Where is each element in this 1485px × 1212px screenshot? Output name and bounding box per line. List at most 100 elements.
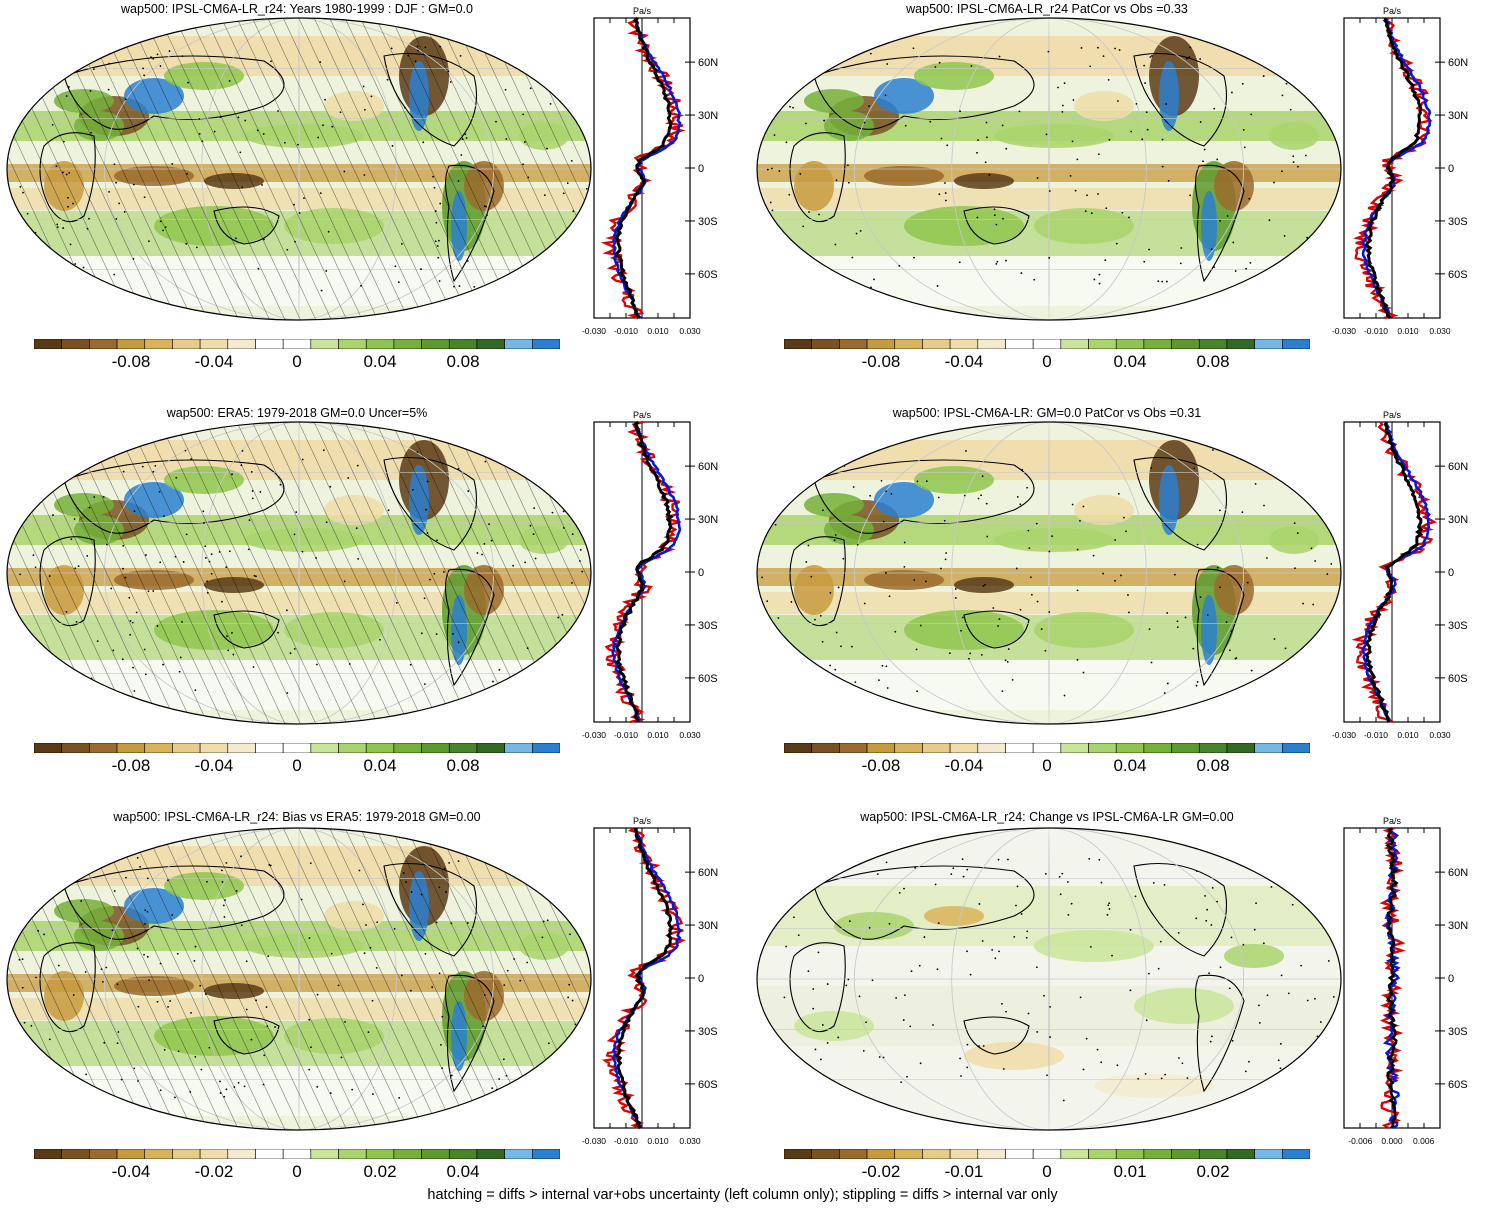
stipple-dot	[923, 936, 926, 938]
stipple-dot	[8, 486, 11, 489]
stipple-dot	[108, 62, 111, 65]
stipple-dot	[542, 920, 545, 923]
zonal-xtick-label: 0.010	[647, 730, 669, 740]
stipple-dot	[92, 68, 95, 71]
stipple-dot	[934, 66, 937, 68]
zonal-series-line	[1361, 421, 1431, 723]
stipple-dot	[1296, 532, 1299, 535]
stipple-dot	[370, 95, 373, 98]
stipple-dot	[980, 494, 983, 497]
zonal-ytick-label: 60S	[698, 1079, 718, 1091]
stipple-dot	[316, 1086, 319, 1088]
stipple-dot	[863, 602, 866, 605]
stipple-dot	[1149, 56, 1152, 58]
stipple-dot	[62, 140, 65, 143]
stipple-dot	[1216, 566, 1219, 569]
colorbar-box	[922, 1149, 951, 1159]
stipple-dot	[301, 550, 304, 553]
stipple-dot	[174, 1096, 176, 1099]
zonal-xtick-label: -0.010	[1364, 326, 1388, 336]
stipple-dot	[1279, 1042, 1282, 1045]
stipple-dot	[395, 602, 398, 604]
stipple-dot	[1069, 174, 1072, 177]
stipple-dot	[1228, 649, 1231, 652]
stipple-dot	[1147, 972, 1150, 975]
stipple-dot	[1312, 603, 1315, 606]
panel-title-p5: wap500: IPSL-CM6A-LR_r24: Bias vs ERA5: …	[113, 810, 481, 824]
stipple-dot	[202, 510, 205, 513]
stipple-dot	[387, 509, 390, 512]
stipple-dot	[792, 106, 794, 109]
colorbar-labels-p6: -0.02 -0.01 0 0.01 0.02	[784, 1162, 1310, 1184]
stipple-dot	[137, 1005, 140, 1008]
colorbar-box	[89, 743, 118, 753]
stipple-dot	[1234, 270, 1237, 272]
coastline	[789, 536, 846, 627]
stipple-dot	[797, 934, 800, 937]
stipple-dot	[549, 103, 552, 105]
stipple-dot	[310, 1046, 312, 1049]
stipple-dot	[838, 684, 841, 686]
field-anomaly	[864, 166, 944, 186]
stipple-dot	[1213, 107, 1216, 110]
stipple-dot	[798, 1069, 801, 1072]
zonal-series-line	[1364, 421, 1424, 723]
stipple-dot	[15, 489, 18, 492]
stipple-dot	[551, 79, 554, 81]
panel-title-p6: wap500: IPSL-CM6A-LR_r24: Change vs IPSL…	[860, 810, 1234, 824]
colorbar-box	[811, 1149, 840, 1159]
field-anomaly	[924, 906, 984, 926]
stipple-dot	[821, 509, 824, 512]
stipple-dot	[1210, 924, 1213, 926]
stipple-dot	[365, 924, 367, 926]
stipple-dot	[447, 70, 450, 73]
stipple-dot	[1026, 486, 1028, 489]
stipple-dot	[193, 960, 196, 962]
stipple-dot	[72, 202, 74, 205]
colorbar-box	[1171, 339, 1200, 349]
stipple-dot	[1021, 468, 1024, 471]
stipple-dot	[424, 46, 427, 49]
stipple-dot	[833, 539, 836, 542]
stipple-dot	[289, 652, 292, 655]
zonal-xtick-label: -0.010	[1364, 730, 1388, 740]
stipple-dot	[309, 862, 312, 865]
stipple-dot	[308, 1018, 311, 1021]
stipple-dot	[339, 111, 342, 114]
stipple-dot	[978, 1045, 980, 1047]
field-anomaly	[914, 466, 994, 494]
stipple-dot	[810, 1087, 813, 1090]
stipple-dot	[1195, 870, 1198, 873]
stipple-dot	[963, 494, 966, 497]
zonal-ytick-label: 30S	[698, 1026, 718, 1038]
stipple-dot	[1047, 50, 1050, 53]
stipple-dot	[882, 520, 885, 523]
stipple-dot	[208, 1046, 211, 1049]
coastline	[1133, 457, 1228, 551]
stipple-dot	[422, 141, 425, 144]
stipple-dot	[65, 610, 68, 613]
stipple-dot	[1025, 936, 1028, 939]
stipple-dot	[152, 590, 155, 592]
stipple-dot	[1159, 940, 1162, 943]
coastline	[1194, 974, 1245, 1093]
stipple-dot	[978, 903, 981, 905]
stipple-dot	[579, 560, 581, 562]
field-anomaly	[1074, 495, 1134, 525]
colorbar-box	[949, 1149, 979, 1159]
colorbar-box	[338, 339, 367, 349]
stipple-dot	[533, 507, 536, 510]
colorbar-box	[448, 743, 478, 753]
stipple-dot	[484, 460, 487, 463]
field-anomaly	[804, 89, 864, 113]
stipple-dot	[1026, 930, 1029, 933]
stipple-dot	[194, 689, 197, 691]
stipple-dot	[502, 1058, 505, 1061]
stipple-dot	[945, 552, 947, 554]
stipple-dot	[1107, 78, 1110, 81]
stipple-dot	[1254, 483, 1257, 485]
coastline	[789, 132, 846, 223]
colorbar-tick: 0.08	[446, 756, 480, 775]
stipple-dot	[846, 164, 849, 167]
stipple-dot	[1049, 1036, 1051, 1038]
